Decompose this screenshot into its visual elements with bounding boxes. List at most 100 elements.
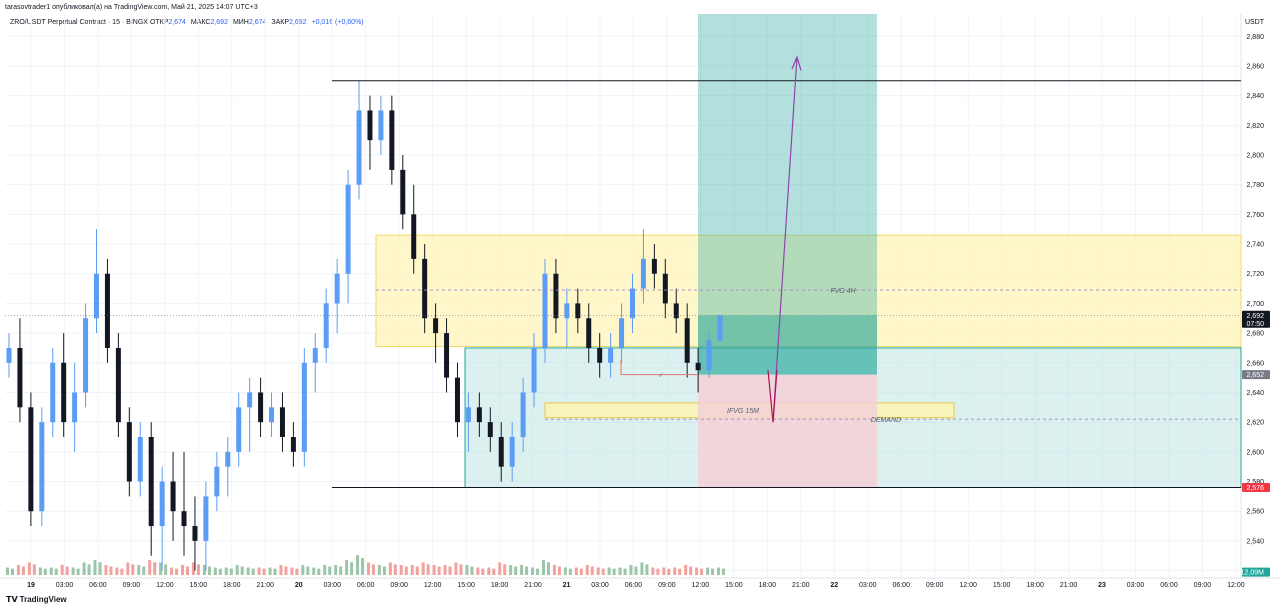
candle[interactable] [389, 95, 395, 185]
candle[interactable] [247, 377, 253, 452]
candle[interactable] [6, 333, 12, 378]
volume-bar [268, 567, 272, 575]
candle-body [575, 303, 581, 319]
symbol-title[interactable]: ZRO/USDT Perpetual Contract · 15 · BINGX [10, 19, 148, 26]
candle[interactable] [629, 273, 635, 334]
candle[interactable] [586, 303, 592, 363]
candle[interactable] [454, 362, 460, 437]
volume-bar [371, 564, 375, 575]
entry-marker-line[interactable] [620, 359, 698, 376]
candle[interactable] [279, 392, 285, 452]
candle[interactable] [619, 303, 625, 363]
candle[interactable] [334, 258, 340, 334]
candle[interactable] [498, 422, 504, 482]
candle[interactable] [575, 288, 581, 334]
candle[interactable] [323, 288, 329, 363]
candle[interactable] [487, 407, 493, 452]
price-tick-label: 2,620 [1246, 420, 1264, 427]
candle[interactable] [170, 451, 176, 541]
candle[interactable] [509, 422, 515, 482]
candle[interactable] [597, 333, 603, 378]
candle-body [269, 407, 275, 423]
price-tag-box [1242, 567, 1270, 577]
volume-bar [175, 568, 179, 575]
volume-bar [328, 566, 332, 575]
drawings[interactable]: FVG 4H IFVG 15M DEMAND ✓ [5, 55, 1241, 488]
candle[interactable] [137, 422, 143, 497]
candle[interactable] [39, 407, 45, 527]
pullback-arrow[interactable] [767, 370, 778, 423]
candle[interactable] [72, 362, 78, 452]
candle[interactable] [608, 333, 614, 378]
candle[interactable] [662, 258, 668, 319]
candle[interactable] [520, 377, 526, 452]
candle[interactable] [28, 392, 34, 527]
time-axis[interactable]: 19 03:00 06:00 09:00 12:00 15:00 18:00 21:00 20 0… [27, 582, 1245, 589]
candle[interactable] [126, 407, 132, 497]
candle[interactable] [104, 258, 110, 363]
candle[interactable] [50, 347, 56, 437]
candle[interactable] [444, 318, 450, 393]
candle[interactable] [542, 258, 548, 363]
candle-body [6, 347, 12, 363]
candle[interactable] [684, 303, 690, 378]
candle-body [400, 169, 406, 215]
candle[interactable] [301, 347, 307, 467]
tradingview-logo[interactable]: 𝗧𝗩 TradingView [6, 595, 67, 604]
candle[interactable] [61, 333, 67, 437]
candle[interactable] [640, 229, 646, 304]
volume-bar [377, 565, 381, 575]
price-tick-label: 2,820 [1246, 123, 1264, 130]
candle[interactable] [673, 288, 679, 334]
candle[interactable] [115, 333, 121, 437]
drawing-zones[interactable] [375, 14, 1242, 488]
candle[interactable] [400, 155, 406, 230]
candles[interactable] [6, 80, 723, 571]
volume-bar [651, 567, 655, 575]
up-projection-arrow[interactable] [772, 57, 798, 423]
candle[interactable] [422, 244, 428, 334]
candle[interactable] [192, 496, 198, 571]
candle[interactable] [706, 333, 712, 378]
candle[interactable] [345, 169, 351, 304]
candle[interactable] [564, 288, 570, 348]
candle[interactable] [695, 347, 701, 393]
candle[interactable] [356, 80, 362, 200]
candle[interactable] [258, 377, 264, 437]
candle[interactable] [214, 451, 220, 512]
candle[interactable] [651, 244, 657, 289]
candle[interactable] [411, 184, 417, 274]
candle[interactable] [269, 392, 275, 437]
candle[interactable] [236, 392, 242, 467]
volume-bar [557, 566, 561, 575]
candle[interactable] [465, 392, 471, 452]
candle[interactable] [312, 333, 318, 393]
candle[interactable] [159, 466, 165, 571]
candle[interactable] [94, 229, 100, 334]
candle[interactable] [433, 303, 439, 363]
position-stop-zone[interactable] [698, 374, 877, 488]
candle[interactable] [225, 437, 231, 497]
ohlc-close: ЗАКР2,692 [271, 19, 309, 26]
candle-body [564, 303, 570, 319]
candle-body [520, 392, 526, 437]
candle[interactable] [476, 392, 482, 437]
candle[interactable] [181, 451, 187, 556]
candle-body [444, 333, 450, 378]
candle[interactable] [83, 303, 89, 408]
candle[interactable] [290, 422, 296, 467]
fvg-4h-zone[interactable] [375, 234, 1242, 347]
candle[interactable] [717, 315, 723, 343]
volume-bar [65, 566, 69, 575]
candle[interactable] [148, 422, 154, 556]
time-tick-label: 03:00 [323, 582, 341, 589]
candle[interactable] [378, 95, 384, 155]
candle[interactable] [531, 333, 537, 408]
candle[interactable] [203, 481, 209, 571]
candle[interactable] [17, 318, 23, 423]
candle[interactable] [367, 95, 373, 170]
price-tick-label: 2,640 [1246, 390, 1264, 397]
price-tick-label: 2,760 [1246, 212, 1264, 219]
candle[interactable] [553, 258, 559, 334]
